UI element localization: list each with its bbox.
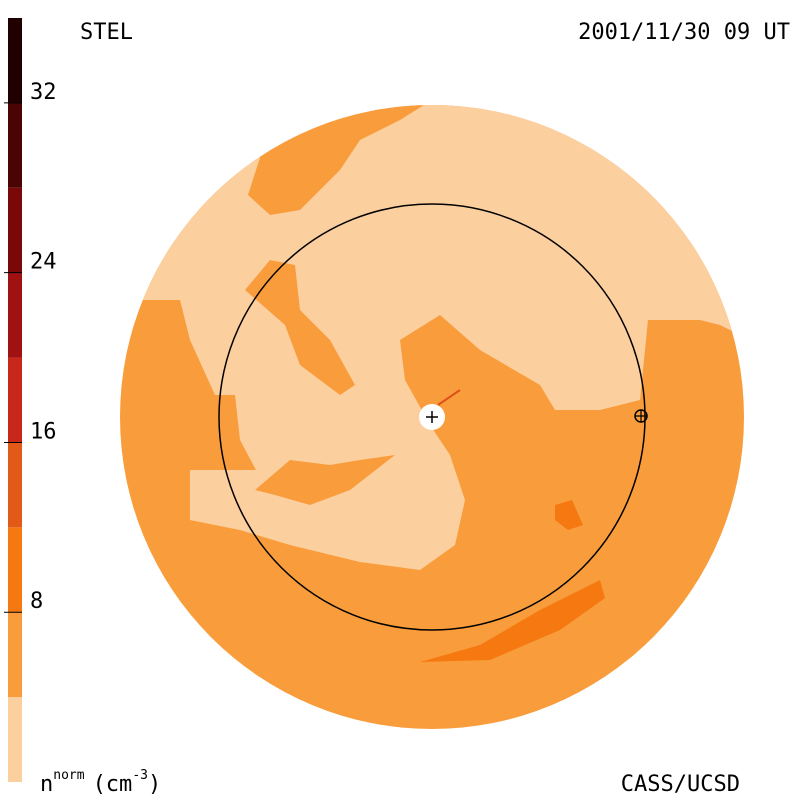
density-map	[120, 105, 744, 729]
tick-label: 8	[30, 589, 43, 614]
label-unit-sup: -3	[132, 768, 148, 783]
colorbar-segment	[8, 442, 22, 528]
sun-cross	[426, 411, 438, 423]
colorbar-segment	[8, 18, 22, 103]
colorbar-label: nnorm (cm-3)	[40, 768, 161, 798]
colorbar-segment	[8, 272, 22, 358]
tick-label: 24	[30, 250, 57, 275]
blob	[245, 260, 355, 395]
colorbar-segment	[8, 697, 22, 782]
colorbar-segment	[8, 612, 22, 698]
blob	[420, 580, 605, 662]
colorbar-segment	[8, 357, 22, 443]
blob	[255, 455, 395, 505]
label-base: n	[40, 772, 53, 797]
label-unit: (cm	[93, 772, 133, 797]
title: STEL	[80, 20, 133, 45]
streak	[437, 389, 461, 406]
blob	[555, 500, 583, 530]
label-sup: norm	[53, 768, 84, 783]
earth-orbit	[218, 203, 646, 631]
tick-label: 16	[30, 419, 57, 444]
tick-label: 32	[30, 80, 57, 105]
subtitle: 2001/11/30 09 UT	[578, 20, 790, 45]
blob	[595, 255, 740, 335]
colorbar-segment	[8, 187, 22, 273]
label-close: )	[148, 772, 161, 797]
colorbar-segment	[8, 527, 22, 613]
credit: CASS/UCSD	[621, 772, 740, 797]
earth-cross	[635, 410, 647, 422]
colorbar-segment	[8, 102, 22, 188]
